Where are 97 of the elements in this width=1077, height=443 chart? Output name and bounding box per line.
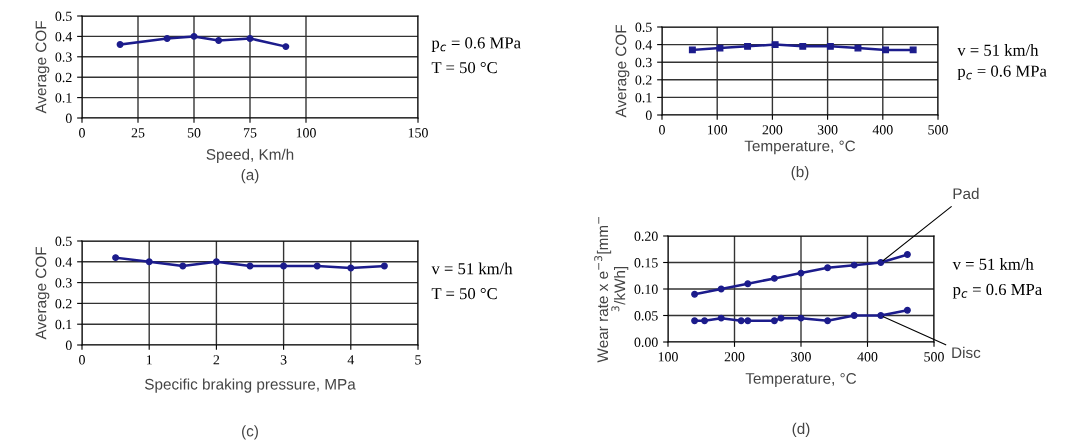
point [903, 251, 911, 259]
point [717, 285, 725, 293]
text: (b) [791, 165, 809, 181]
y-tick-label: 0.2 [55, 72, 72, 83]
x-tick-label: 400 [857, 352, 878, 362]
text: p$_{c}$ = 0.6 MPa [952, 283, 1042, 299]
x-tick-label: 25 [131, 128, 145, 138]
x-tick-label: 75 [243, 128, 257, 138]
point [744, 317, 752, 325]
x-tick-label: 0 [79, 355, 85, 365]
point [212, 258, 220, 266]
text: v = 51 km/h [952, 258, 1034, 270]
point [737, 317, 745, 325]
point [717, 314, 725, 322]
text: Pad [953, 187, 979, 200]
y-tick-label: 0.20 [634, 231, 658, 242]
x-tick-label: 300 [817, 125, 838, 135]
x-axis-title: Temperature, °C [744, 140, 856, 155]
y-axis-title: Average COF [35, 21, 50, 114]
point [797, 314, 805, 322]
x-tick-label: 3 [280, 355, 287, 365]
point [824, 264, 832, 272]
x-axis-title: Speed, Km/h [206, 148, 294, 163]
y-tick-label: 0.2 [635, 75, 652, 85]
y-tick-label: 0.3 [55, 278, 72, 288]
text: T = 50 °C [431, 288, 497, 300]
x-axis-title: Temperature, °C [745, 373, 857, 387]
y-tick-label: 0 [645, 110, 652, 120]
y-tick-label: 0.5 [635, 22, 652, 33]
y-tick-label: 0.4 [635, 40, 653, 50]
point [744, 280, 752, 288]
y-tick-label: 0.3 [635, 57, 652, 68]
x-tick-label: 4 [347, 355, 355, 365]
point [903, 306, 911, 314]
x-tick-label: 200 [762, 125, 783, 135]
x-tick-label: 100 [658, 352, 678, 362]
point [145, 258, 153, 266]
y-axis-title: Average COF [615, 25, 630, 118]
x-tick-label: 2 [213, 355, 220, 365]
text: Wear rate x e$^{−3}$[mm$^{−}$ $^{3}$/kWh] [594, 216, 629, 363]
y-tick-label: 0.5 [55, 11, 72, 22]
point [701, 317, 709, 325]
x-tick-label: 100 [296, 128, 316, 138]
text: p$_{c}$ = 0.6 MPa [957, 65, 1047, 81]
text: v = 51 km/h [431, 262, 513, 275]
x-tick-label: 1 [146, 355, 152, 365]
x-tick-label: 0 [659, 125, 665, 135]
point [850, 261, 858, 269]
x-axis-title: Specific braking pressure, MPa [144, 378, 356, 393]
point [691, 317, 699, 325]
point [313, 262, 321, 270]
x-tick-label: 500 [924, 352, 944, 362]
x-tick-label: 500 [928, 125, 948, 135]
point [770, 274, 778, 282]
x-tick-label: 0 [79, 128, 85, 138]
y-tick-label: 0.1 [635, 92, 652, 103]
x-tick-label: 200 [724, 352, 745, 362]
y-tick-label: 0.05 [634, 311, 658, 321]
point [112, 254, 120, 262]
y-tick-label: 0.10 [634, 284, 658, 295]
x-tick-label: 50 [187, 128, 201, 138]
point [770, 317, 778, 325]
point [691, 290, 699, 298]
point [850, 312, 858, 319]
point [347, 264, 355, 272]
x-tick-label: 150 [408, 128, 428, 138]
y-tick-label: 0.4 [55, 31, 73, 42]
x-tick-label: 5 [415, 355, 421, 365]
y-tick-label: 0 [65, 113, 72, 123]
point [380, 262, 388, 270]
point [877, 312, 885, 319]
point [797, 269, 805, 277]
point [824, 317, 832, 325]
x-tick-label: 300 [791, 352, 811, 362]
text: T = 50 °C [431, 61, 497, 74]
point [777, 314, 785, 322]
y-tick-label: 0 [65, 340, 72, 350]
y-tick-label: 0.2 [55, 298, 72, 309]
text: p$_{c}$ = 0.6 MPa [431, 37, 521, 52]
point [877, 259, 885, 266]
y-tick-label: 0.5 [55, 236, 72, 247]
y-axis-title: Average COF [35, 247, 50, 340]
y-tick-label: 0.00 [634, 337, 658, 348]
x-tick-label: 400 [872, 125, 893, 135]
text: (a) [241, 169, 259, 184]
y-tick-label: 0.15 [634, 258, 658, 268]
y-tick-label: 0.3 [55, 52, 72, 62]
x-tick-label: 100 [708, 125, 728, 135]
y-tick-label: 0.1 [55, 319, 72, 330]
y-tick-label: 0.1 [55, 93, 72, 103]
text: (d) [792, 422, 810, 438]
point [280, 262, 288, 270]
text: v = 51 km/h [957, 44, 1039, 56]
text: Disc [952, 346, 981, 359]
point [179, 262, 187, 270]
y-tick-label: 0.4 [55, 257, 73, 267]
text: (c) [242, 425, 258, 440]
